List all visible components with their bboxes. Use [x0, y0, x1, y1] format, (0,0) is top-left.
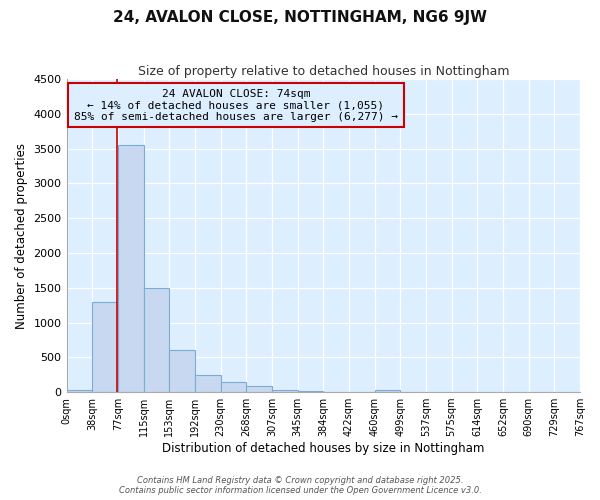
Text: Contains HM Land Registry data © Crown copyright and database right 2025.
Contai: Contains HM Land Registry data © Crown c… [119, 476, 481, 495]
Bar [221, 382, 246, 392]
Bar [169, 350, 195, 392]
Text: 24 AVALON CLOSE: 74sqm
← 14% of detached houses are smaller (1,055)
85% of semi-: 24 AVALON CLOSE: 74sqm ← 14% of detached… [74, 88, 398, 122]
Bar [298, 390, 323, 392]
Bar [374, 390, 400, 392]
Bar [67, 390, 92, 392]
Bar [92, 302, 118, 392]
Bar [118, 145, 143, 392]
Text: 24, AVALON CLOSE, NOTTINGHAM, NG6 9JW: 24, AVALON CLOSE, NOTTINGHAM, NG6 9JW [113, 10, 487, 25]
Bar [143, 288, 169, 392]
Bar [246, 386, 272, 392]
Title: Size of property relative to detached houses in Nottingham: Size of property relative to detached ho… [137, 65, 509, 78]
Bar [195, 374, 221, 392]
Y-axis label: Number of detached properties: Number of detached properties [15, 142, 28, 328]
Bar [272, 390, 298, 392]
X-axis label: Distribution of detached houses by size in Nottingham: Distribution of detached houses by size … [162, 442, 484, 455]
